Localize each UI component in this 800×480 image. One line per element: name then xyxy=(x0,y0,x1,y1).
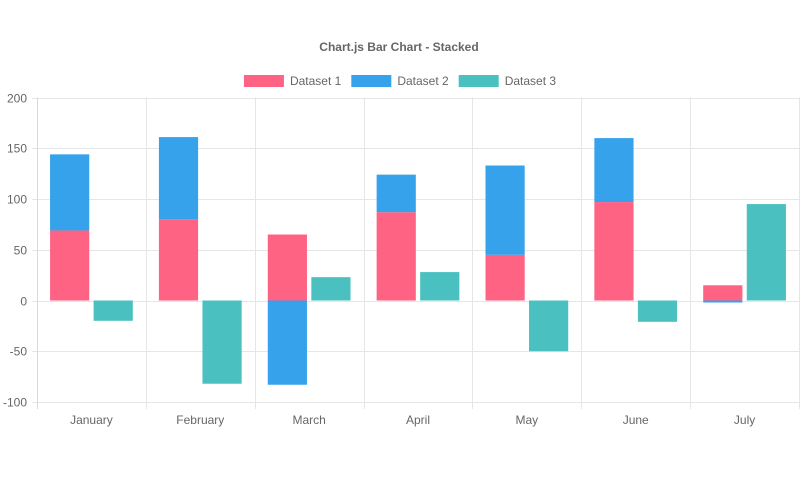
bar-dataset-2-april[interactable] xyxy=(376,174,416,213)
bars xyxy=(50,137,786,385)
y-axis-ticks: 200 150 100 50 0 -50 -100 xyxy=(3,92,27,410)
bar-dataset-2-may[interactable] xyxy=(485,165,525,255)
legend-swatch-dataset-2[interactable] xyxy=(351,75,392,87)
bar-dataset-3-may[interactable] xyxy=(529,300,569,352)
y-tick-label: 50 xyxy=(14,244,28,258)
y-tick-label: -100 xyxy=(3,396,27,410)
bar-dataset-3-july[interactable] xyxy=(746,204,786,301)
bar-dataset-3-june[interactable] xyxy=(637,300,678,322)
bar-dataset-2-june[interactable] xyxy=(594,138,634,203)
legend-swatch-dataset-1[interactable] xyxy=(243,75,284,87)
bar-dataset-1-january[interactable] xyxy=(50,230,90,301)
bar-dataset-2-march[interactable] xyxy=(267,300,307,385)
x-tick-label: June xyxy=(623,413,649,427)
legend: Dataset 1 Dataset 2 Dataset 3 xyxy=(243,74,557,88)
bar-dataset-2-february[interactable] xyxy=(158,137,199,220)
legend-label-dataset-1[interactable]: Dataset 1 xyxy=(290,74,342,88)
bar-dataset-3-april[interactable] xyxy=(420,272,460,301)
y-tick-label: 200 xyxy=(7,92,27,106)
bar-dataset-2-january[interactable] xyxy=(50,154,90,231)
bar-dataset-1-june[interactable] xyxy=(594,202,634,301)
legend-label-dataset-2[interactable]: Dataset 2 xyxy=(397,74,449,88)
y-tick-label: 150 xyxy=(7,142,27,156)
chart-title: Chart.js Bar Chart - Stacked xyxy=(319,40,478,54)
x-tick-label: April xyxy=(406,413,430,427)
x-tick-label: May xyxy=(516,413,539,427)
x-tick-label: March xyxy=(292,413,325,427)
x-tick-label: January xyxy=(70,413,113,427)
y-tick-label: 100 xyxy=(7,193,27,207)
legend-label-dataset-3[interactable]: Dataset 3 xyxy=(505,74,557,88)
bar-dataset-1-february[interactable] xyxy=(158,219,199,301)
bar-dataset-1-may[interactable] xyxy=(485,254,525,301)
bar-dataset-1-july[interactable] xyxy=(703,285,743,301)
y-tick-label: 0 xyxy=(20,295,27,309)
bar-dataset-1-march[interactable] xyxy=(267,234,307,301)
x-axis-ticks: January February March April May June July xyxy=(70,413,755,427)
bar-dataset-3-january[interactable] xyxy=(93,300,133,321)
bar-dataset-1-april[interactable] xyxy=(376,212,416,301)
y-tick-label: -50 xyxy=(10,345,28,359)
legend-swatch-dataset-3[interactable] xyxy=(458,75,499,87)
x-tick-label: February xyxy=(176,413,224,427)
bar-dataset-3-february[interactable] xyxy=(202,300,242,384)
bar-dataset-3-march[interactable] xyxy=(311,277,351,301)
bar-dataset-2-july[interactable] xyxy=(703,300,743,303)
x-tick-label: July xyxy=(734,413,755,427)
